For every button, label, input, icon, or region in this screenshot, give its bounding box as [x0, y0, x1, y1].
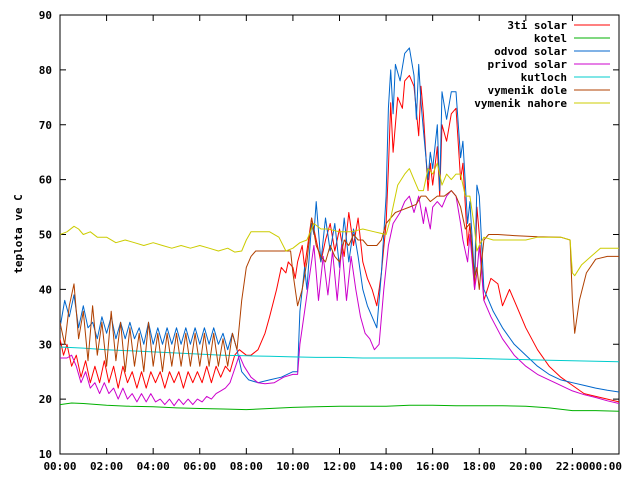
x-tick-label: 20:00	[509, 460, 542, 473]
y-tick-label: 90	[39, 9, 52, 22]
y-tick-label: 70	[39, 119, 52, 132]
y-tick-label: 10	[39, 448, 52, 461]
x-tick-label: 22:00	[556, 460, 589, 473]
y-axis-title: teplota ve C	[12, 194, 25, 273]
legend-label: kutloch	[521, 71, 567, 84]
x-tick-label: 00:00	[43, 460, 76, 473]
y-tick-label: 60	[39, 174, 52, 187]
x-tick-label: 18:00	[463, 460, 496, 473]
x-tick-label: 04:00	[137, 460, 170, 473]
series-line-kotel	[60, 402, 619, 412]
axis-ticks: 10 20 30 40 50 60 70 80 90 00:00 02:00 04:00 06:00 08…	[39, 9, 622, 473]
series-line-odvod-solar	[60, 47, 619, 393]
series-line-vymenik-dole	[60, 190, 619, 373]
legend-label: kotel	[534, 32, 567, 45]
legend-label: 3ti solar	[507, 19, 567, 32]
x-tick-label: 06:00	[183, 460, 216, 473]
x-tick-label: 10:00	[276, 460, 309, 473]
series-lines	[60, 47, 619, 412]
series-line-kutloch	[60, 346, 619, 363]
series-line-privod-solar	[60, 190, 619, 407]
series-line-3ti-solar	[60, 74, 619, 403]
y-tick-label: 20	[39, 393, 52, 406]
legend-label: vymenik nahore	[474, 97, 567, 110]
legend-label: vymenik dole	[488, 84, 568, 97]
x-tick-label: 00:00	[589, 460, 622, 473]
y-tick-label: 80	[39, 64, 52, 77]
series-line-vymenik-nahore	[60, 162, 619, 277]
x-tick-label: 14:00	[370, 460, 403, 473]
y-tick-label: 30	[39, 338, 52, 351]
x-tick-label: 02:00	[90, 460, 123, 473]
legend-label: privod solar	[488, 58, 568, 71]
legend-label: odvod solar	[494, 45, 567, 58]
y-tick-label: 50	[39, 229, 52, 242]
y-tick-label: 40	[39, 283, 52, 296]
x-tick-label: 12:00	[323, 460, 356, 473]
x-tick-label: 08:00	[230, 460, 263, 473]
x-tick-label: 16:00	[416, 460, 449, 473]
